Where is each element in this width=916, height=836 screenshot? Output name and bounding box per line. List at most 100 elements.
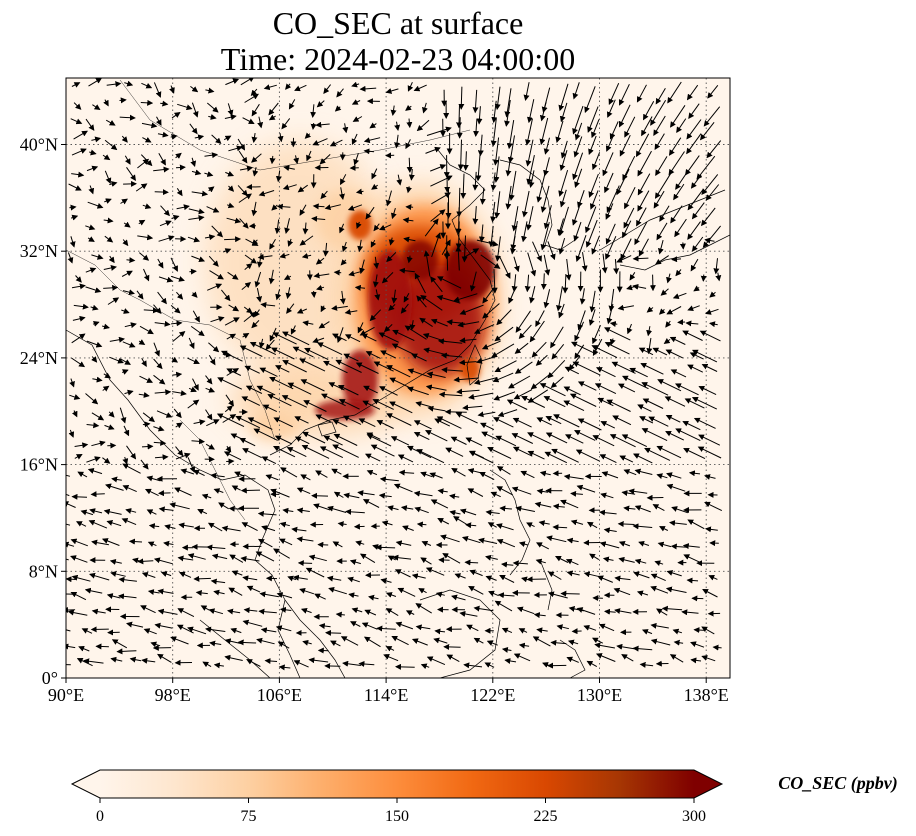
wind-arrow <box>456 117 463 139</box>
wind-arrow <box>241 522 258 532</box>
wind-arrow <box>696 155 716 180</box>
wind-arrow <box>187 357 200 365</box>
wind-arrow <box>142 203 152 210</box>
wind-arrow <box>122 485 137 493</box>
wind-arrow <box>572 105 584 135</box>
wind-arrow <box>290 325 297 335</box>
wind-arrow <box>709 291 716 298</box>
wind-arrow <box>504 88 512 118</box>
wind-arrow <box>526 206 534 231</box>
wind-arrow <box>354 284 366 291</box>
wind-arrow <box>211 225 224 238</box>
wind-arrow <box>240 487 261 494</box>
wind-arrow <box>392 329 415 342</box>
wind-arrow <box>406 118 413 129</box>
wind-arrow <box>106 81 122 88</box>
wind-arrow <box>513 256 520 273</box>
wind-arrow <box>220 350 243 362</box>
wind-arrow <box>671 256 682 263</box>
wind-arrow <box>476 106 483 125</box>
wind-arrow <box>585 206 597 234</box>
wind-arrow <box>391 343 416 356</box>
wind-arrow <box>120 198 128 205</box>
wind-arrow <box>268 102 279 116</box>
wind-arrow <box>386 252 397 263</box>
wind-arrow <box>333 269 342 276</box>
wind-arrow <box>297 560 313 567</box>
wind-arrow <box>364 453 381 462</box>
wind-arrow <box>66 576 76 583</box>
wind-arrow <box>138 219 146 226</box>
wind-arrow <box>481 431 498 441</box>
wind-arrow <box>87 236 95 242</box>
wind-arrow <box>103 372 112 379</box>
wind-arrow <box>323 435 343 446</box>
wind-arrow <box>69 378 75 388</box>
wind-arrow <box>187 399 200 409</box>
wind-arrow <box>602 152 614 177</box>
wind-arrow <box>564 434 584 444</box>
wind-arrow <box>656 473 668 480</box>
wind-arrow <box>365 351 381 359</box>
wind-arrow <box>123 221 131 228</box>
wind-arrow <box>157 291 167 305</box>
wind-arrow <box>208 342 220 353</box>
wind-arrow <box>551 343 565 360</box>
wind-arrow <box>623 505 636 512</box>
wind-arrow <box>125 508 137 514</box>
wind-arrow <box>624 116 636 138</box>
wind-arrow <box>455 412 478 424</box>
wind-arrow <box>431 192 451 205</box>
wind-arrow <box>706 140 722 159</box>
wind-arrow <box>243 311 257 322</box>
wind-vector-field <box>66 78 723 671</box>
wind-arrow <box>465 437 483 447</box>
wind-arrow <box>126 167 136 182</box>
wind-arrow <box>267 394 292 407</box>
wind-arrow <box>543 157 550 177</box>
coastline-japan <box>599 189 730 271</box>
wind-arrow <box>565 258 572 281</box>
wind-arrow <box>69 394 81 400</box>
wind-arrow <box>425 384 447 391</box>
wind-arrow <box>211 134 222 144</box>
wind-arrow <box>396 174 403 186</box>
wind-arrow <box>122 341 136 348</box>
wind-arrow <box>241 396 261 406</box>
wind-arrow <box>245 385 263 394</box>
wind-arrow <box>310 122 317 130</box>
wind-arrow <box>552 524 568 531</box>
wind-arrow <box>303 400 327 412</box>
wind-arrow <box>351 99 361 105</box>
wind-arrow <box>372 399 394 410</box>
wind-arrow <box>90 304 99 311</box>
wind-arrow <box>480 254 501 269</box>
wind-arrow <box>316 100 325 108</box>
wind-arrow <box>86 340 103 348</box>
wind-arrow <box>135 183 148 192</box>
wind-arrow <box>257 510 277 517</box>
wind-arrow <box>616 168 630 196</box>
wind-arrow <box>675 269 682 277</box>
wind-arrow <box>310 104 317 118</box>
wind-arrow <box>231 485 241 491</box>
wind-arrow <box>604 341 630 355</box>
wind-arrow <box>139 325 154 335</box>
wind-arrow <box>170 257 178 272</box>
wind-arrow <box>443 643 461 650</box>
wind-arrow <box>217 377 243 390</box>
plume-region-12 <box>315 400 375 420</box>
wind-arrow <box>684 398 705 409</box>
wind-arrow <box>605 235 617 260</box>
wind-arrow <box>331 304 348 311</box>
wind-arrow <box>92 104 101 111</box>
wind-arrow <box>68 183 82 191</box>
wind-arrow <box>457 139 464 171</box>
wind-arrow <box>158 152 166 166</box>
wind-arrow <box>650 100 667 126</box>
wind-arrow <box>103 284 119 291</box>
wind-arrow <box>652 347 668 356</box>
wind-arrow <box>621 434 648 448</box>
wind-arrow <box>302 320 314 327</box>
wind-arrow <box>605 134 615 152</box>
